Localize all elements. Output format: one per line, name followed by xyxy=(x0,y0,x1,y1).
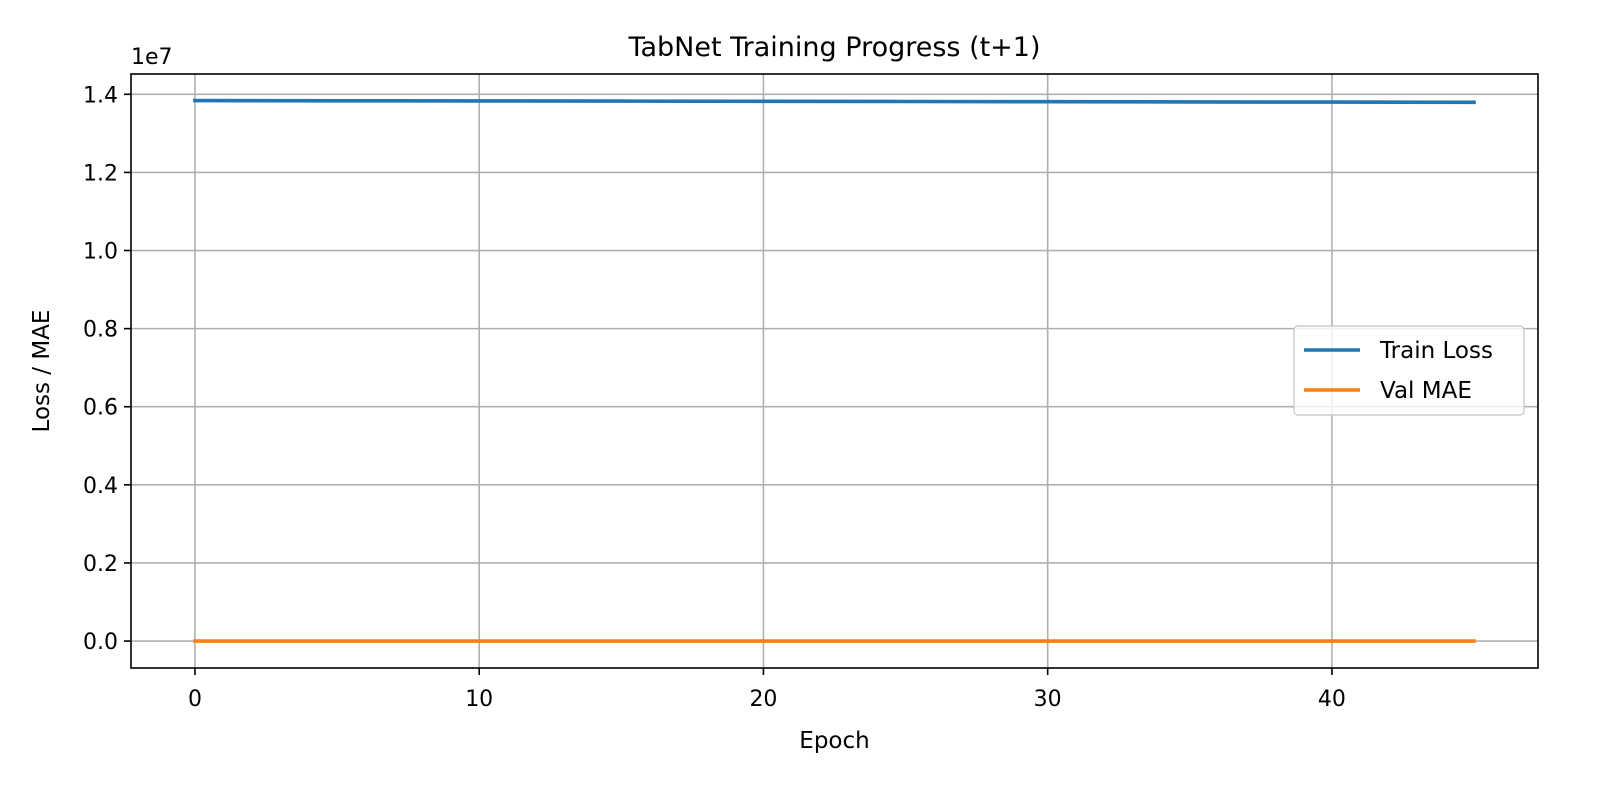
axis-ticks: 0 10 20 30 40 0.0 0.2 0.4 0.6 0.8 1.0 1.2 1.4 xyxy=(83,83,1346,712)
x-tick-label: 30 xyxy=(1034,687,1062,712)
y-tick-label: 0.4 xyxy=(83,474,118,499)
plot-frame xyxy=(130,73,1539,669)
legend-label: Val MAE xyxy=(1380,378,1472,404)
x-axis-label: Epoch xyxy=(799,728,869,754)
x-tick-label: 40 xyxy=(1318,687,1346,712)
y-tick-label: 1.0 xyxy=(83,240,118,265)
y-tick-label: 1.2 xyxy=(83,161,118,186)
legend-items: Train Loss Val MAE xyxy=(1304,338,1493,404)
series-line-train-loss xyxy=(193,98,1476,105)
y-tick-label: 0.6 xyxy=(83,396,118,421)
legend: Train Loss Val MAE xyxy=(1293,325,1525,416)
y-tick-label: 0.2 xyxy=(83,552,118,577)
y-tick-label: 0.0 xyxy=(83,630,118,655)
chart-title: TabNet Training Progress (t+1) xyxy=(627,32,1040,63)
x-tick-label: 20 xyxy=(749,687,777,712)
y-tick-label: 0.8 xyxy=(83,318,118,343)
legend-label: Train Loss xyxy=(1379,338,1493,364)
series-lines xyxy=(193,98,1476,643)
y-axis-offset-label: 1e7 xyxy=(131,45,173,70)
y-axis-label: Loss / MAE xyxy=(29,310,55,433)
x-tick-label: 0 xyxy=(188,687,202,712)
y-tick-label: 1.4 xyxy=(83,83,118,108)
x-tick-label: 10 xyxy=(465,687,493,712)
